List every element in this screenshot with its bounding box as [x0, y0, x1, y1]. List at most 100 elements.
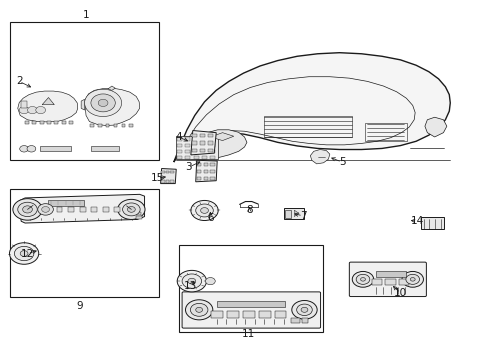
Polygon shape [21, 101, 26, 108]
Polygon shape [42, 98, 54, 105]
Circle shape [98, 99, 108, 107]
Bar [177, 150, 182, 153]
Polygon shape [294, 210, 299, 217]
Circle shape [19, 107, 29, 114]
Bar [385, 279, 395, 285]
Text: 8: 8 [245, 206, 252, 216]
Bar [106, 124, 109, 127]
Bar [57, 207, 62, 212]
Circle shape [91, 94, 115, 112]
Bar [210, 170, 214, 173]
Bar [54, 121, 58, 125]
Bar [193, 137, 198, 140]
Circle shape [14, 246, 34, 261]
Bar [210, 150, 215, 153]
Bar [200, 149, 204, 152]
Bar [274, 311, 286, 318]
Polygon shape [81, 99, 84, 110]
Polygon shape [85, 88, 140, 126]
Circle shape [195, 204, 213, 217]
Bar [170, 180, 173, 183]
Bar [210, 177, 214, 180]
Bar [210, 137, 215, 140]
Bar [165, 180, 169, 183]
Bar [80, 207, 85, 212]
Text: 4: 4 [175, 132, 182, 142]
FancyBboxPatch shape [182, 292, 320, 328]
Bar [202, 144, 206, 147]
Circle shape [195, 307, 202, 312]
Bar [210, 156, 215, 159]
Text: 13: 13 [184, 281, 197, 291]
Bar [203, 163, 207, 166]
Polygon shape [108, 86, 115, 90]
Bar [122, 124, 125, 127]
Circle shape [122, 203, 140, 216]
Bar [177, 144, 182, 147]
Bar [177, 156, 182, 159]
Text: 11: 11 [241, 329, 255, 339]
Circle shape [118, 199, 145, 220]
Polygon shape [190, 131, 216, 155]
Circle shape [190, 201, 218, 221]
Bar [203, 170, 207, 173]
Bar [227, 311, 239, 318]
Circle shape [291, 301, 317, 319]
Bar [32, 121, 36, 125]
Bar [161, 180, 164, 183]
Bar [40, 121, 43, 125]
Bar [91, 146, 119, 150]
Bar [136, 216, 142, 220]
Polygon shape [176, 130, 246, 159]
Bar [161, 171, 164, 173]
Bar [177, 137, 182, 140]
Circle shape [200, 208, 208, 213]
Bar [61, 121, 65, 125]
Circle shape [177, 270, 206, 292]
Bar [216, 301, 285, 307]
Text: 14: 14 [410, 216, 424, 226]
Circle shape [38, 204, 53, 215]
Bar [290, 319, 299, 323]
Bar [211, 311, 223, 318]
Circle shape [84, 89, 122, 117]
FancyBboxPatch shape [348, 262, 426, 297]
Circle shape [13, 199, 42, 220]
Circle shape [22, 206, 32, 213]
Circle shape [187, 278, 195, 284]
Bar [285, 210, 291, 218]
Polygon shape [19, 194, 144, 223]
Circle shape [18, 202, 37, 217]
Bar [264, 116, 351, 137]
Bar [192, 149, 197, 152]
Text: 12: 12 [21, 248, 34, 258]
Bar [200, 134, 204, 137]
Bar [192, 141, 197, 145]
Polygon shape [310, 149, 329, 164]
Bar [69, 121, 73, 125]
Bar [210, 163, 214, 166]
Circle shape [127, 207, 135, 212]
Bar [193, 150, 198, 153]
Bar [176, 136, 217, 159]
Bar [185, 137, 190, 140]
Bar [10, 189, 159, 297]
Text: 5: 5 [338, 157, 345, 167]
Circle shape [182, 274, 201, 288]
Bar [129, 124, 133, 127]
Bar [301, 319, 308, 323]
Bar [170, 171, 173, 173]
Text: 7: 7 [299, 211, 305, 221]
Bar [207, 149, 212, 152]
Circle shape [301, 307, 307, 312]
Circle shape [355, 274, 369, 284]
Polygon shape [210, 133, 233, 140]
Circle shape [401, 271, 423, 287]
Bar [98, 124, 102, 127]
Bar [47, 121, 51, 125]
Text: 9: 9 [77, 301, 83, 311]
Circle shape [27, 107, 37, 114]
Bar [202, 156, 206, 159]
Polygon shape [173, 53, 449, 162]
Bar [210, 144, 215, 147]
